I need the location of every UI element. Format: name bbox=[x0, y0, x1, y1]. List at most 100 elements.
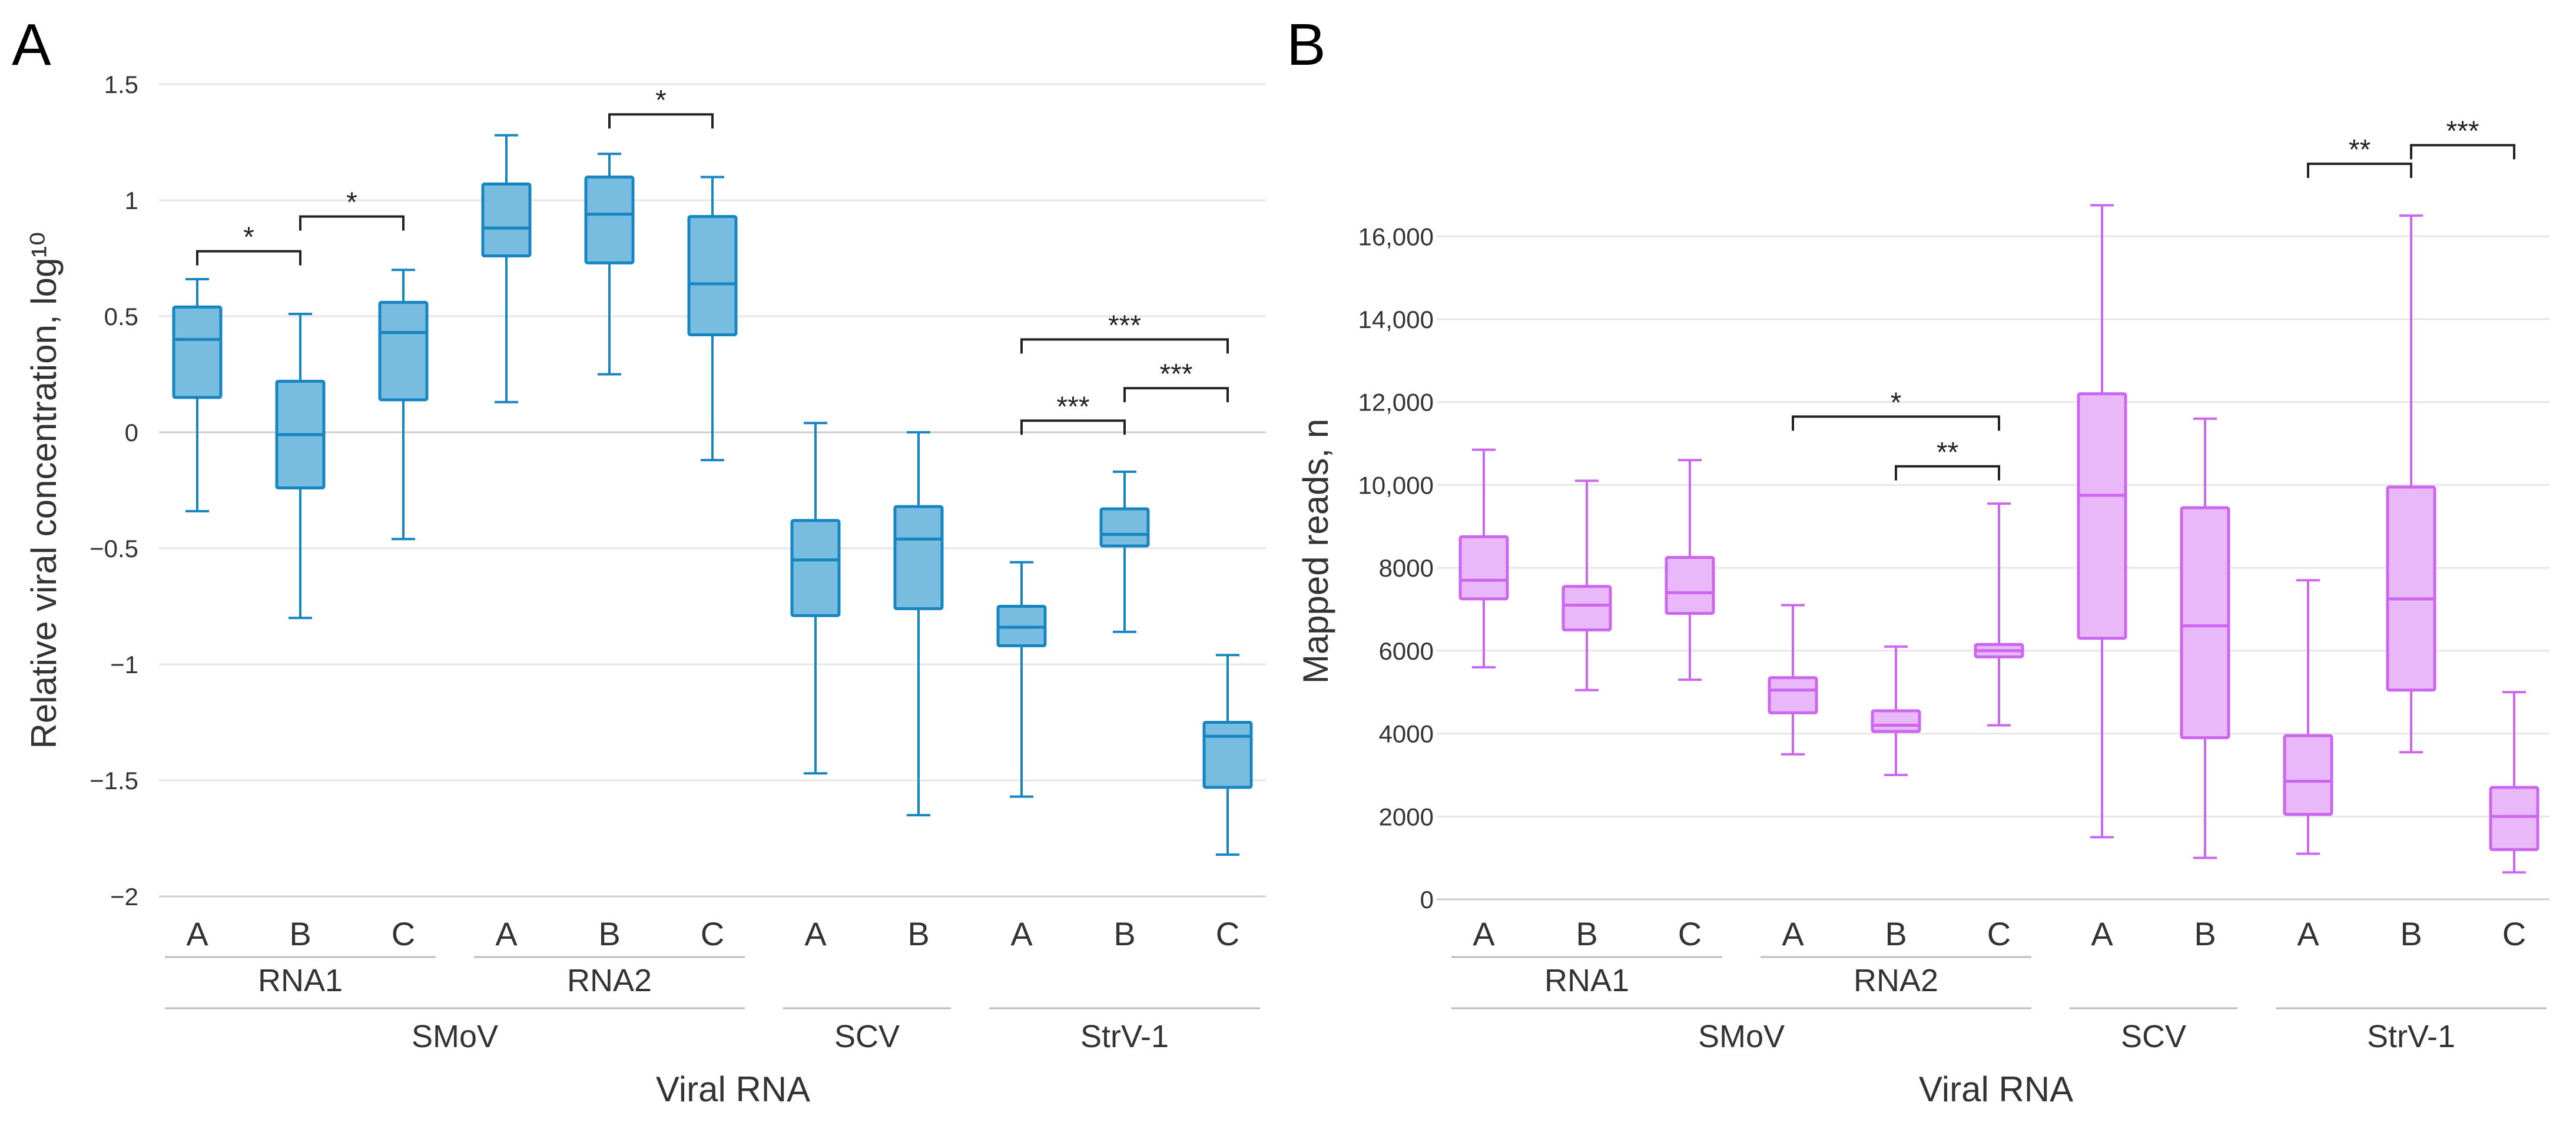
significance-label: *** bbox=[2446, 116, 2479, 147]
iqr-box bbox=[1768, 676, 1818, 714]
iqr-box bbox=[1871, 709, 1921, 733]
iqr-box bbox=[687, 215, 738, 337]
group-label: RNA2 bbox=[1854, 963, 1938, 998]
supergroup-label: SCV bbox=[2121, 1019, 2186, 1054]
box-6 bbox=[2077, 204, 2127, 839]
box-4 bbox=[1871, 645, 1921, 776]
box-5 bbox=[687, 176, 738, 462]
iqr-box bbox=[1099, 507, 1150, 548]
category-label: B bbox=[1113, 915, 1135, 952]
y-tick-label: 8000 bbox=[1379, 554, 1434, 582]
category-label: A bbox=[2297, 915, 2319, 952]
iqr-box bbox=[2180, 506, 2230, 740]
iqr-box bbox=[584, 176, 635, 264]
y-tick-label: 2000 bbox=[1379, 803, 1434, 830]
significance-bracket bbox=[1020, 419, 1126, 435]
significance-label: * bbox=[655, 85, 667, 116]
y-tick-label: −2 bbox=[110, 883, 138, 911]
iqr-box bbox=[2489, 786, 2539, 852]
box-9 bbox=[1099, 470, 1150, 633]
panel-letter: A bbox=[12, 12, 51, 78]
box-2 bbox=[378, 269, 429, 541]
significance-bracket bbox=[196, 250, 301, 266]
category-label: A bbox=[804, 915, 827, 952]
category-label: A bbox=[1782, 915, 1804, 952]
category-label: B bbox=[1576, 915, 1597, 952]
y-tick-label: −1 bbox=[110, 651, 138, 678]
panel-b: B 0 2000 4000 6000 8000 10,000 12,000 14,000 16,0… bbox=[1287, 12, 2550, 1109]
category-label: B bbox=[598, 915, 620, 952]
supergroup-label: StrV-1 bbox=[1080, 1019, 1169, 1054]
iqr-box bbox=[1665, 556, 1715, 615]
y-axis-title: Relative viral concentration, log¹⁰ bbox=[24, 232, 64, 749]
category-label: C bbox=[701, 915, 724, 952]
box-8 bbox=[2283, 579, 2333, 855]
category-label: C bbox=[1987, 915, 2011, 952]
box-0 bbox=[172, 277, 223, 512]
iqr-box bbox=[790, 519, 841, 617]
y-tick-label: 0 bbox=[1420, 886, 1434, 913]
significance-label: *** bbox=[1159, 359, 1192, 390]
category-label: B bbox=[1885, 915, 1907, 952]
category-label: A bbox=[186, 915, 208, 952]
iqr-box bbox=[1561, 585, 1612, 632]
category-label: A bbox=[1473, 915, 1495, 952]
significance-bracket bbox=[1792, 415, 2000, 431]
iqr-box bbox=[2386, 485, 2436, 692]
y-tick-label: 0 bbox=[125, 419, 138, 446]
panel-letter: B bbox=[1287, 12, 1326, 78]
y-tick-label: 1 bbox=[125, 187, 138, 214]
y-tick-label: −1.5 bbox=[89, 767, 138, 794]
iqr-box bbox=[1458, 535, 1509, 601]
group-label: RNA2 bbox=[567, 963, 652, 998]
box-0 bbox=[1458, 448, 1509, 668]
box-2 bbox=[1665, 459, 1715, 681]
category-label: A bbox=[1010, 915, 1033, 952]
supergroup-label: SCV bbox=[834, 1019, 900, 1054]
box-7 bbox=[893, 431, 944, 817]
box-9 bbox=[2386, 214, 2436, 754]
box-7 bbox=[2180, 417, 2230, 859]
significance-label: *** bbox=[1056, 391, 1089, 422]
category-label: C bbox=[1678, 915, 1702, 952]
category-label: C bbox=[392, 915, 415, 952]
supergroup-label: StrV-1 bbox=[2367, 1019, 2455, 1054]
box-10 bbox=[1202, 654, 1253, 856]
box-1 bbox=[275, 313, 326, 620]
category-label: B bbox=[2400, 915, 2422, 952]
box-5 bbox=[1974, 502, 2024, 727]
significance-bracket bbox=[1895, 465, 2000, 481]
iqr-box bbox=[893, 505, 944, 610]
iqr-box bbox=[2283, 734, 2333, 816]
y-tick-label: −0.5 bbox=[89, 535, 138, 562]
category-label: B bbox=[289, 915, 311, 952]
y-tick-label: 16,000 bbox=[1358, 223, 1434, 250]
iqr-box bbox=[1202, 721, 1253, 789]
significance-label: ** bbox=[1937, 437, 1958, 468]
box-6 bbox=[790, 422, 841, 775]
supergroup-label: SMoV bbox=[412, 1019, 498, 1054]
category-label: B bbox=[2194, 915, 2216, 952]
box-4 bbox=[584, 153, 635, 376]
y-tick-label: 14,000 bbox=[1358, 306, 1434, 333]
box-1 bbox=[1561, 479, 1612, 691]
group-label: RNA1 bbox=[1544, 963, 1629, 998]
significance-label: * bbox=[243, 222, 254, 253]
significance-label: ** bbox=[2349, 134, 2371, 165]
significance-bracket bbox=[2410, 144, 2515, 160]
iqr-box bbox=[172, 305, 223, 399]
box-3 bbox=[481, 134, 532, 403]
y-tick-label: 4000 bbox=[1379, 720, 1434, 748]
significance-bracket bbox=[2307, 163, 2412, 178]
y-tick-label: 1.5 bbox=[104, 71, 138, 98]
supergroup-label: SMoV bbox=[1698, 1019, 1785, 1054]
y-tick-label: 12,000 bbox=[1358, 389, 1434, 416]
y-axis-title: Mapped reads, n bbox=[1296, 419, 1335, 684]
box-10 bbox=[2489, 691, 2539, 874]
y-tick-label: 10,000 bbox=[1358, 471, 1434, 499]
x-axis-title: Viral RNA bbox=[656, 1070, 810, 1109]
category-label: C bbox=[2502, 915, 2526, 952]
significance-label: *** bbox=[1108, 310, 1141, 341]
y-tick-label: 6000 bbox=[1379, 637, 1434, 665]
